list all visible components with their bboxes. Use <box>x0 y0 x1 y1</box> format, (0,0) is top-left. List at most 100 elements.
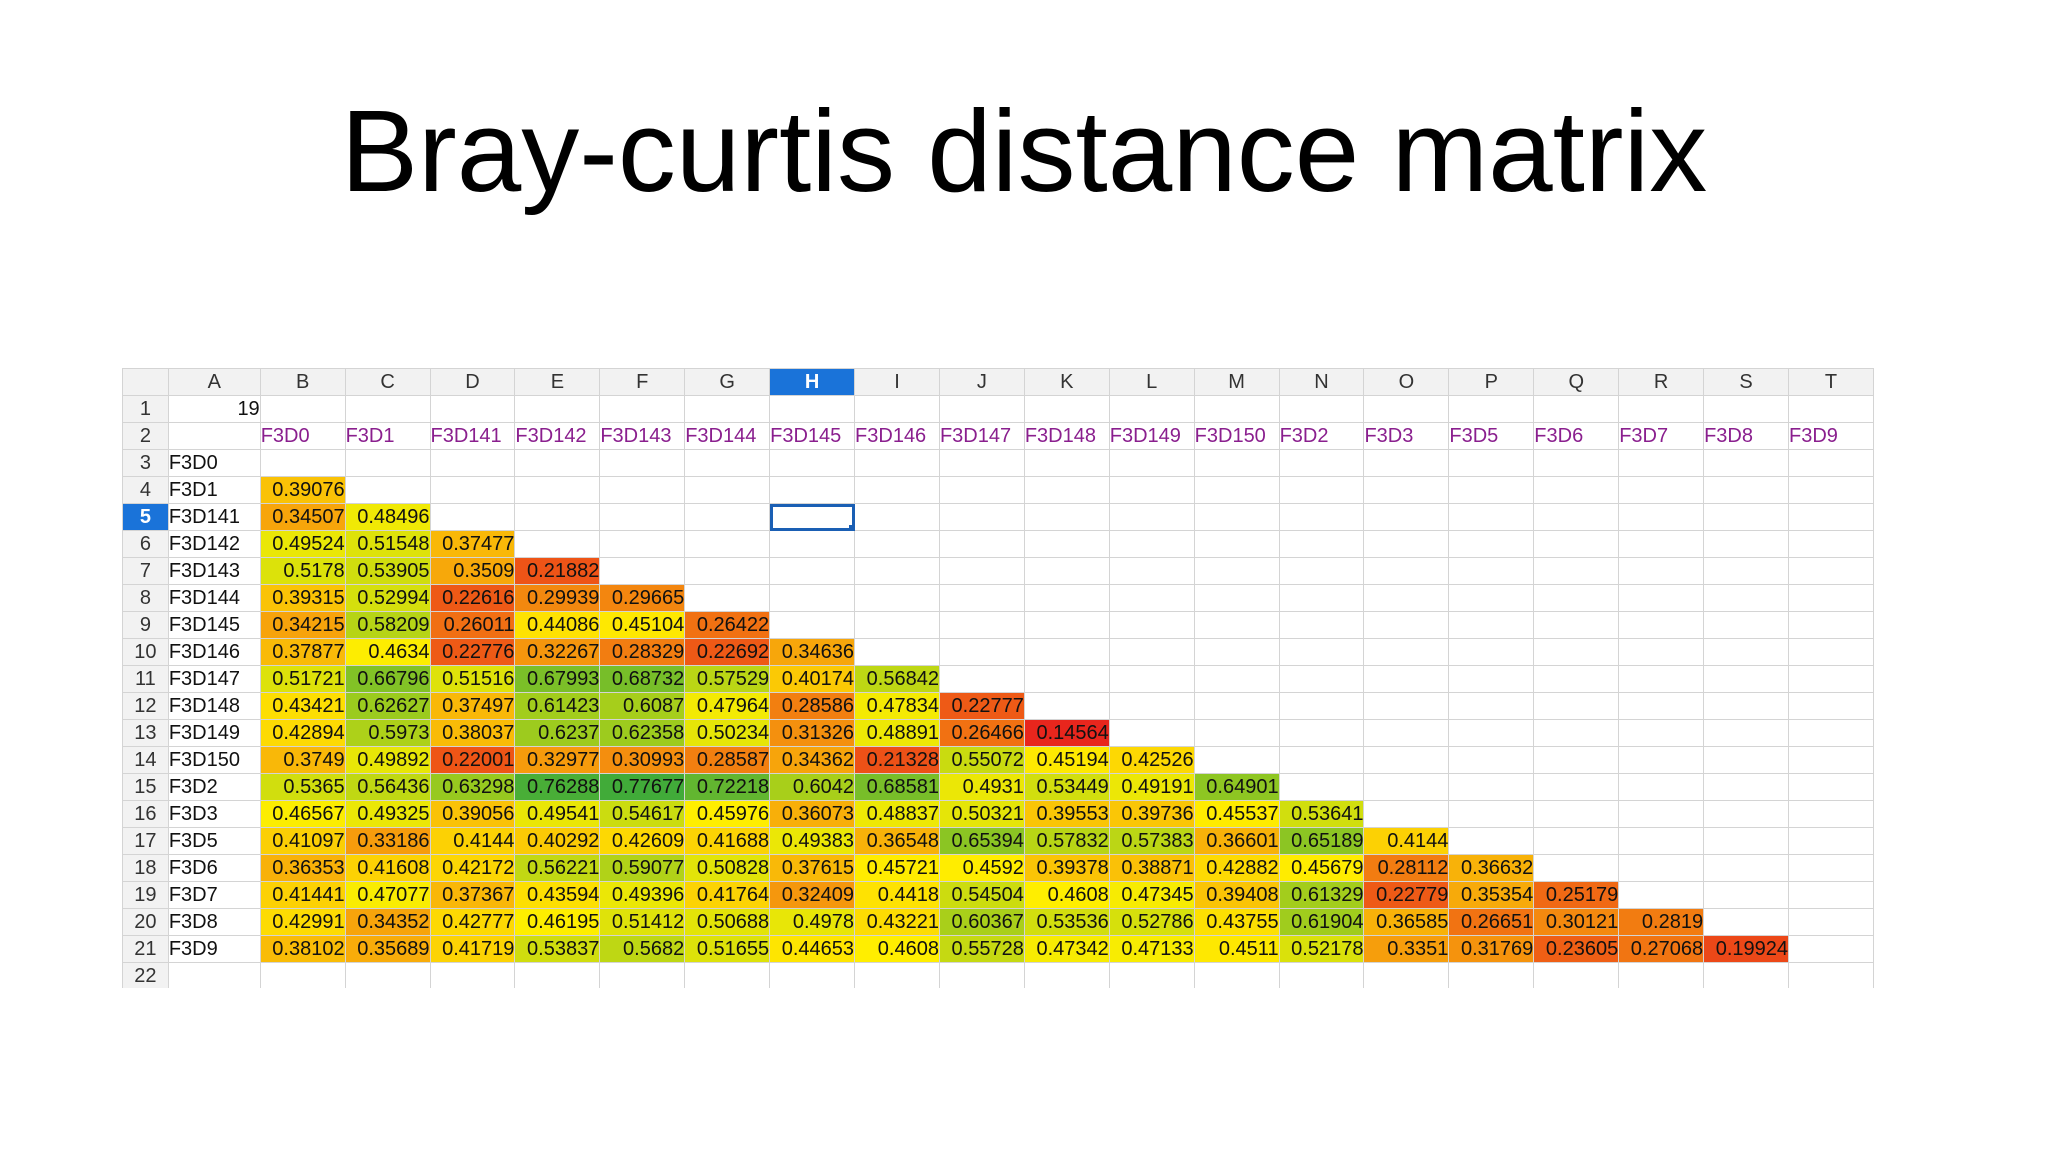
cell-j17[interactable]: 0.65394 <box>938 827 1025 855</box>
cell-f3[interactable] <box>599 449 686 477</box>
cell-e1[interactable] <box>514 395 601 423</box>
cell-n1[interactable] <box>1278 395 1365 423</box>
cell-t22[interactable] <box>1788 962 1874 988</box>
row-header-14[interactable]: 14 <box>122 746 169 774</box>
cell-d4[interactable] <box>429 476 516 504</box>
cell-c18[interactable]: 0.41608 <box>344 854 431 882</box>
cell-o15[interactable] <box>1363 773 1450 801</box>
cell-a7[interactable]: F3D143 <box>167 557 261 585</box>
column-header-t[interactable]: T <box>1788 368 1874 396</box>
cell-f14[interactable]: 0.30993 <box>599 746 686 774</box>
cell-f11[interactable]: 0.68732 <box>599 665 686 693</box>
cell-l1[interactable] <box>1108 395 1195 423</box>
cell-h1[interactable] <box>769 395 856 423</box>
cell-g19[interactable]: 0.41764 <box>684 881 771 909</box>
cell-h16[interactable]: 0.36073 <box>769 800 856 828</box>
cell-q3[interactable] <box>1533 449 1620 477</box>
cell-i7[interactable] <box>854 557 940 585</box>
cell-b22[interactable] <box>259 962 346 988</box>
cell-k8[interactable] <box>1023 584 1110 612</box>
cell-i13[interactable]: 0.48891 <box>854 719 940 747</box>
cell-n18[interactable]: 0.45679 <box>1278 854 1365 882</box>
cell-n10[interactable] <box>1278 638 1365 666</box>
cell-k20[interactable]: 0.53536 <box>1023 908 1110 936</box>
cell-b3[interactable] <box>259 449 346 477</box>
cell-s6[interactable] <box>1703 530 1789 558</box>
cell-l13[interactable] <box>1108 719 1195 747</box>
row-header-9[interactable]: 9 <box>122 611 169 639</box>
cell-a1[interactable]: 19 <box>167 395 261 423</box>
cell-r17[interactable] <box>1618 827 1705 855</box>
cell-p3[interactable] <box>1448 449 1535 477</box>
cell-m20[interactable]: 0.43755 <box>1193 908 1280 936</box>
cell-h18[interactable]: 0.37615 <box>769 854 856 882</box>
cell-s13[interactable] <box>1703 719 1789 747</box>
cell-h3[interactable] <box>769 449 856 477</box>
select-all-corner[interactable] <box>122 368 169 396</box>
cell-n3[interactable] <box>1278 449 1365 477</box>
cell-t12[interactable] <box>1788 692 1874 720</box>
cell-s5[interactable] <box>1703 503 1789 531</box>
column-header-j[interactable]: J <box>938 368 1025 396</box>
cell-j10[interactable] <box>938 638 1025 666</box>
cell-b6[interactable]: 0.49524 <box>259 530 346 558</box>
column-header-c[interactable]: C <box>344 368 431 396</box>
cell-m14[interactable] <box>1193 746 1280 774</box>
cell-q6[interactable] <box>1533 530 1620 558</box>
cell-r10[interactable] <box>1618 638 1705 666</box>
cell-n8[interactable] <box>1278 584 1365 612</box>
cell-m5[interactable] <box>1193 503 1280 531</box>
cell-g8[interactable] <box>684 584 771 612</box>
cell-d21[interactable]: 0.41719 <box>429 935 516 963</box>
cell-j9[interactable] <box>938 611 1025 639</box>
cell-r19[interactable] <box>1618 881 1705 909</box>
cell-d14[interactable]: 0.22001 <box>429 746 516 774</box>
cell-j6[interactable] <box>938 530 1025 558</box>
cell-g22[interactable] <box>684 962 771 988</box>
cell-l16[interactable]: 0.39736 <box>1108 800 1195 828</box>
cell-p4[interactable] <box>1448 476 1535 504</box>
cell-o9[interactable] <box>1363 611 1450 639</box>
cell-h7[interactable] <box>769 557 856 585</box>
cell-grid[interactable]: A B C D E F G H I J K L M N O P Q R S T 1 19 2 F3D0 F3D1 F3D141 F3… <box>122 368 1874 988</box>
cell-d1[interactable] <box>429 395 516 423</box>
row-header-5[interactable]: 5 <box>122 503 169 531</box>
cell-c14[interactable]: 0.49892 <box>344 746 431 774</box>
column-header-f[interactable]: F <box>599 368 686 396</box>
cell-n13[interactable] <box>1278 719 1365 747</box>
cell-h20[interactable]: 0.4978 <box>769 908 856 936</box>
cell-p7[interactable] <box>1448 557 1535 585</box>
cell-j12[interactable]: 0.22777 <box>938 692 1025 720</box>
cell-e17[interactable]: 0.40292 <box>514 827 601 855</box>
cell-h19[interactable]: 0.32409 <box>769 881 856 909</box>
cell-f16[interactable]: 0.54617 <box>599 800 686 828</box>
cell-c7[interactable]: 0.53905 <box>344 557 431 585</box>
cell-j22[interactable] <box>938 962 1025 988</box>
cell-b14[interactable]: 0.3749 <box>259 746 346 774</box>
spreadsheet[interactable]: A B C D E F G H I J K L M N O P Q R S T 1 19 2 F3D0 F3D1 F3D141 F3… <box>122 368 1874 988</box>
cell-a17[interactable]: F3D5 <box>167 827 261 855</box>
cell-p9[interactable] <box>1448 611 1535 639</box>
cell-h22[interactable] <box>769 962 856 988</box>
cell-c9[interactable]: 0.58209 <box>344 611 431 639</box>
row-header-22[interactable]: 22 <box>122 962 169 988</box>
cell-n2[interactable]: F3D2 <box>1278 422 1365 450</box>
cell-r9[interactable] <box>1618 611 1705 639</box>
cell-i5[interactable] <box>854 503 940 531</box>
cell-h2[interactable]: F3D145 <box>769 422 856 450</box>
cell-i4[interactable] <box>854 476 940 504</box>
cell-i2[interactable]: F3D146 <box>854 422 940 450</box>
column-header-a[interactable]: A <box>167 368 261 396</box>
cell-p10[interactable] <box>1448 638 1535 666</box>
cell-i11[interactable]: 0.56842 <box>854 665 940 693</box>
cell-n11[interactable] <box>1278 665 1365 693</box>
cell-j5[interactable] <box>938 503 1025 531</box>
cell-g7[interactable] <box>684 557 771 585</box>
cell-a12[interactable]: F3D148 <box>167 692 261 720</box>
cell-q22[interactable] <box>1533 962 1620 988</box>
cell-n19[interactable]: 0.61329 <box>1278 881 1365 909</box>
cell-k1[interactable] <box>1023 395 1110 423</box>
cell-l19[interactable]: 0.47345 <box>1108 881 1195 909</box>
cell-j14[interactable]: 0.55072 <box>938 746 1025 774</box>
cell-t9[interactable] <box>1788 611 1874 639</box>
